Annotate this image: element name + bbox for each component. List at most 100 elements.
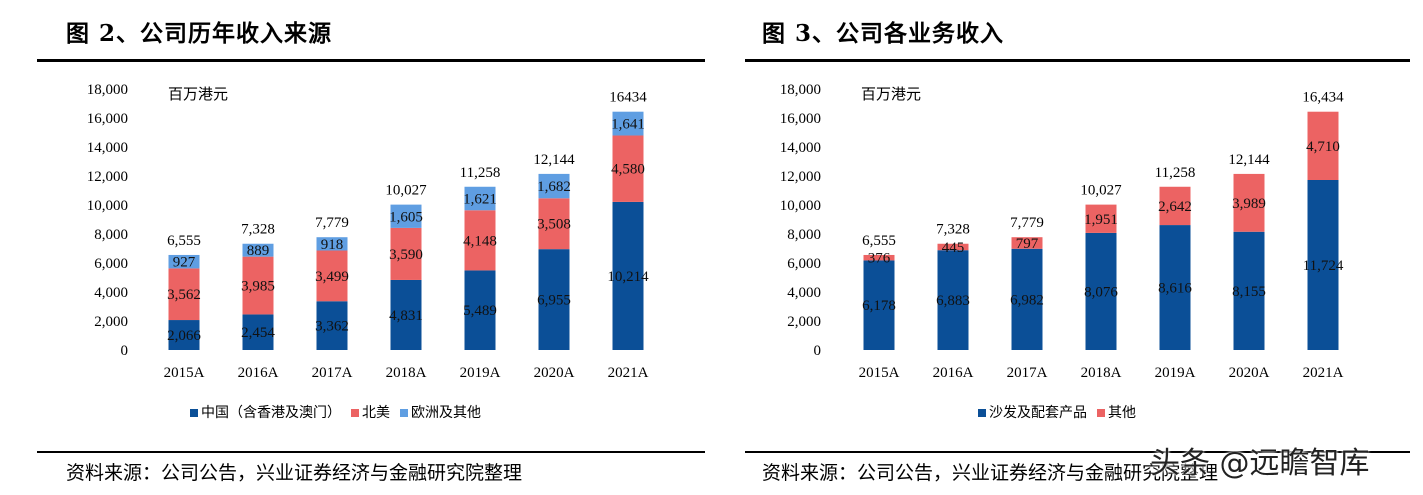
bar-segment xyxy=(538,249,570,350)
data-label: 3,499 xyxy=(315,269,349,285)
data-label: 918 xyxy=(321,237,344,253)
total-label: 11,258 xyxy=(1155,165,1196,181)
title-divider-right xyxy=(745,59,1410,62)
bar-segment xyxy=(1159,186,1191,226)
x-tick-label: 2021A xyxy=(608,365,649,381)
x-tick-label: 2015A xyxy=(164,365,205,381)
data-label: 4,148 xyxy=(463,233,497,249)
y-tick-label: 10,000 xyxy=(87,198,128,214)
legend-label: 沙发及配套产品 xyxy=(989,405,1087,421)
x-tick-label: 2016A xyxy=(933,365,974,381)
bar-segment xyxy=(390,227,422,280)
legend-left: 中国（含香港及澳门） 北美 欧洲及其他 xyxy=(180,402,481,422)
total-label: 7,779 xyxy=(315,215,349,231)
total-label: 16,434 xyxy=(1302,90,1344,106)
x-tick-label: 2018A xyxy=(386,365,427,381)
legend-label: 欧洲及其他 xyxy=(411,405,481,421)
x-tick-label: 2019A xyxy=(460,365,501,381)
data-label: 2,642 xyxy=(1158,199,1192,215)
y-tick-label: 14,000 xyxy=(87,140,128,156)
data-label: 1,605 xyxy=(389,209,423,225)
y-tick-label: 4,000 xyxy=(94,285,128,301)
legend-swatch xyxy=(978,409,986,417)
bar-segment xyxy=(1307,111,1339,181)
total-label: 16434 xyxy=(609,90,647,106)
bar-segment xyxy=(242,243,274,257)
bar-segment xyxy=(612,201,644,350)
legend-label: 北美 xyxy=(362,405,390,421)
total-label: 7,779 xyxy=(1010,215,1044,231)
y-tick-label: 6,000 xyxy=(94,256,128,272)
y-tick-label: 6,000 xyxy=(787,256,821,272)
data-label: 6,883 xyxy=(936,293,970,309)
bar-segment xyxy=(1159,225,1191,350)
x-tick-label: 2016A xyxy=(238,365,279,381)
data-label: 6,178 xyxy=(862,298,896,314)
legend-swatch xyxy=(400,409,408,417)
data-label: 1,682 xyxy=(537,179,571,195)
y-tick-label: 14,000 xyxy=(780,140,821,156)
y-tick-label: 2,000 xyxy=(94,314,128,330)
legend-swatch xyxy=(1097,409,1105,417)
bar-segment xyxy=(1011,248,1043,350)
x-tick-label: 2020A xyxy=(534,365,575,381)
data-label: 3,989 xyxy=(1232,196,1266,212)
legend-swatch xyxy=(351,409,359,417)
data-label: 1,621 xyxy=(463,192,497,208)
data-label: 4,580 xyxy=(611,162,645,178)
data-label: 3,362 xyxy=(315,319,349,335)
data-label: 3,562 xyxy=(167,287,201,303)
data-label: 927 xyxy=(173,255,196,271)
x-tick-label: 2015A xyxy=(859,365,900,381)
bar-segment xyxy=(1011,237,1043,249)
data-label: 3,508 xyxy=(537,217,571,233)
y-tick-label: 18,000 xyxy=(87,82,128,98)
x-tick-label: 2018A xyxy=(1081,365,1122,381)
bar-segment xyxy=(168,254,200,269)
data-label: 2,454 xyxy=(241,325,275,341)
data-label: 2,066 xyxy=(167,328,201,344)
y-tick-label: 8,000 xyxy=(787,227,821,243)
bar-segment xyxy=(1233,231,1265,350)
total-label: 6,555 xyxy=(167,233,201,249)
y-tick-label: 18,000 xyxy=(780,82,821,98)
chart-left: 0 2,000 4,000 6,000 8,000 10,000 12,000 14,000 1… xyxy=(87,82,649,381)
bar-segment xyxy=(1085,204,1117,233)
legend-label: 中国（含香港及澳门） xyxy=(201,405,341,421)
bar-segment xyxy=(464,186,496,211)
x-tick-label: 2021A xyxy=(1303,365,1344,381)
total-label: 10,027 xyxy=(1080,183,1122,199)
bar-segment xyxy=(1233,173,1265,232)
y-tick-label: 12,000 xyxy=(780,169,821,185)
total-label: 11,258 xyxy=(460,165,501,181)
bar-segment xyxy=(612,135,644,202)
y-tick-label: 12,000 xyxy=(87,169,128,185)
bar-segment xyxy=(316,237,348,251)
legend-right: 沙发及配套产品 其他 xyxy=(968,402,1136,422)
data-label: 10,214 xyxy=(607,269,649,285)
data-label: 376 xyxy=(868,251,891,267)
bar-segment xyxy=(316,250,348,302)
x-tick-label: 2019A xyxy=(1155,365,1196,381)
chart-right: 0 2,000 4,000 6,000 8,000 10,000 12,000 14,000 1… xyxy=(780,82,1344,381)
total-label: 12,144 xyxy=(1228,152,1270,168)
total-label: 7,328 xyxy=(241,222,275,238)
data-label: 5,489 xyxy=(463,303,497,319)
source-note-right: 资料来源：公司公告，兴业证券经济与金融研究院整理 xyxy=(762,462,1219,484)
data-label: 8,076 xyxy=(1084,284,1118,300)
bar-segment xyxy=(538,173,570,199)
total-label: 7,328 xyxy=(936,222,970,238)
bar-segment xyxy=(1307,180,1339,350)
bar-segment xyxy=(242,314,274,350)
bar-segment xyxy=(464,270,496,350)
bar-segment xyxy=(390,279,422,350)
chart-title-right: 图 3、公司各业务收入 xyxy=(762,20,1005,47)
data-label: 6,982 xyxy=(1010,292,1044,308)
total-label: 10,027 xyxy=(385,183,427,199)
chart-title-left: 图 2、公司历年收入来源 xyxy=(66,20,333,47)
bar-segment xyxy=(612,111,644,136)
source-note-left: 资料来源：公司公告，兴业证券经济与金融研究院整理 xyxy=(66,462,523,484)
unit-label: 百万港元 xyxy=(168,86,228,103)
data-label: 8,616 xyxy=(1158,281,1192,297)
legend-label: 其他 xyxy=(1108,405,1136,421)
